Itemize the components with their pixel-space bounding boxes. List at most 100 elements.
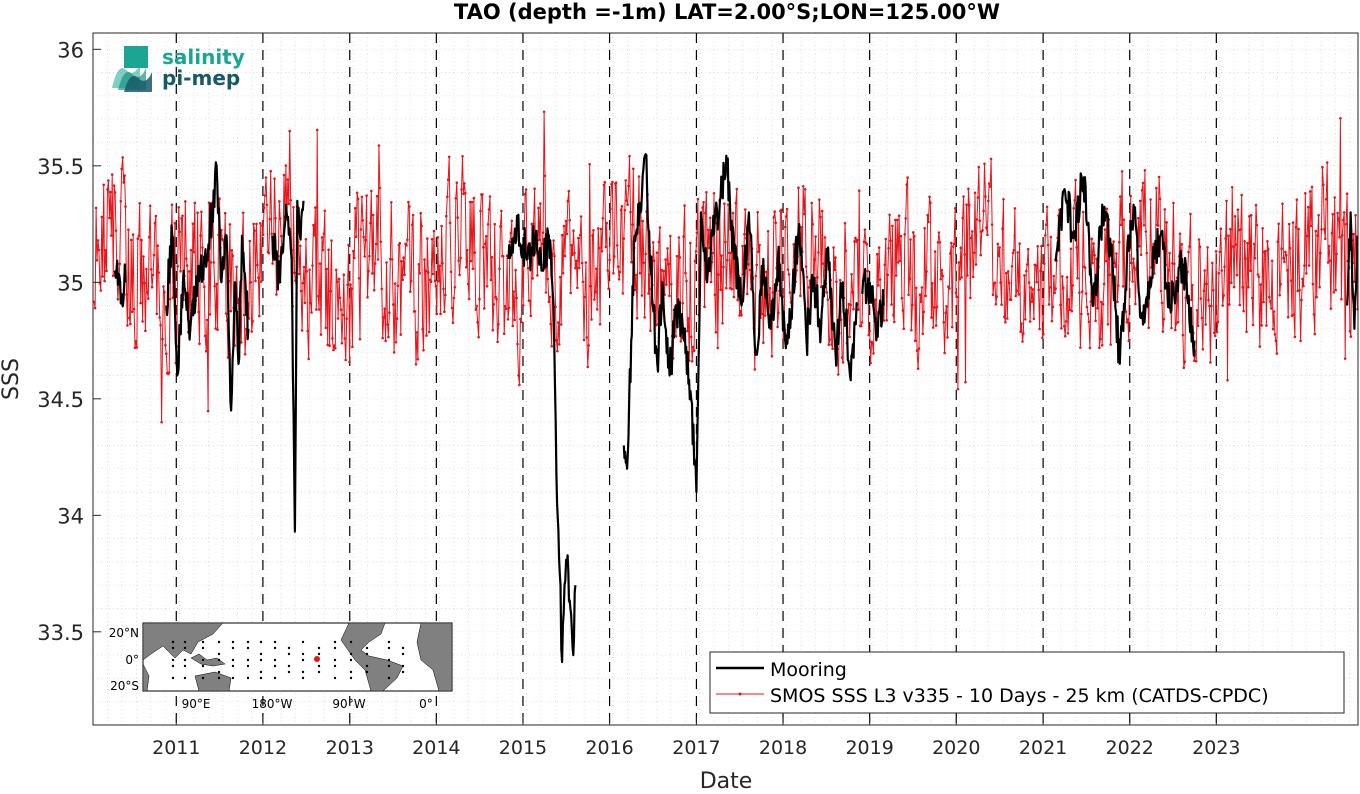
data-point-smos (355, 191, 359, 195)
data-point-smos (843, 221, 847, 225)
data-point-smos (640, 294, 644, 297)
data-point-smos (138, 202, 141, 205)
data-point-smos (102, 183, 105, 187)
data-point-smos (906, 176, 909, 179)
data-point-smos (887, 246, 890, 250)
data-point-smos (670, 283, 673, 286)
data-point-smos (1269, 307, 1273, 310)
data-point-smos (419, 211, 423, 215)
data-point-smos (547, 300, 551, 304)
data-point-smos (348, 360, 351, 364)
data-point-smos (580, 261, 584, 265)
data-point-smos (1194, 359, 1198, 363)
data-point-smos (987, 182, 991, 185)
data-point-smos (1287, 222, 1291, 226)
data-point-smos (1106, 323, 1110, 326)
data-point-smos (550, 344, 553, 348)
data-point-smos (96, 239, 100, 242)
data-point-smos (1299, 339, 1302, 343)
data-point-smos (1156, 224, 1160, 227)
data-point-smos (1204, 323, 1207, 326)
data-point-smos (933, 250, 937, 253)
data-point-smos (1302, 284, 1305, 288)
data-point-smos (153, 221, 157, 225)
data-point-smos (554, 305, 557, 309)
data-point-smos (739, 309, 742, 313)
data-point-smos (949, 252, 952, 255)
data-point-smos (282, 173, 286, 177)
data-point-smos (589, 284, 592, 288)
data-point-smos (1249, 213, 1253, 217)
data-point-smos (955, 295, 959, 299)
series-line-mooring (113, 259, 127, 308)
data-point-smos (208, 313, 212, 316)
data-point-smos (591, 234, 594, 237)
data-point-smos (1198, 245, 1202, 249)
logo-text-salinity: salinity (162, 45, 245, 69)
data-point-smos (309, 301, 312, 305)
data-point-smos (409, 279, 413, 283)
data-point-smos (253, 229, 256, 232)
data-point-smos (248, 239, 252, 243)
series-line-mooring (622, 153, 859, 494)
data-point-smos (1331, 212, 1335, 216)
inset-land-africa (142, 663, 150, 692)
data-point-smos (1173, 262, 1176, 266)
data-point-smos (502, 332, 506, 336)
data-point-smos (339, 308, 343, 312)
data-point-smos (1030, 300, 1034, 303)
data-point-smos (114, 229, 118, 232)
data-point-smos (218, 197, 221, 200)
data-point-smos (262, 206, 266, 209)
data-point-smos (1190, 298, 1193, 302)
data-point-smos (192, 250, 196, 254)
data-point-smos (780, 208, 783, 212)
data-point-smos (325, 267, 329, 271)
data-point-smos (212, 261, 216, 264)
data-point-smos (1294, 225, 1298, 229)
data-point-smos (704, 211, 707, 215)
data-point-smos (820, 209, 824, 213)
data-point-smos (125, 293, 128, 296)
data-point-smos (391, 303, 395, 306)
data-point-smos (1295, 198, 1299, 201)
data-point-smos (127, 228, 130, 231)
data-point-smos (883, 263, 887, 267)
inset-mooring-dot (349, 658, 353, 662)
data-point-smos (620, 204, 624, 208)
data-point-smos (1191, 283, 1194, 287)
data-point-smos (899, 234, 903, 238)
data-point-smos (353, 206, 357, 210)
data-point-smos (929, 201, 932, 205)
data-point-smos (383, 307, 386, 311)
data-point-smos (1064, 320, 1068, 323)
data-point-smos (1081, 290, 1084, 294)
data-point-smos (1224, 237, 1227, 240)
data-point-smos (112, 184, 116, 187)
inset-mooring-dot (317, 646, 321, 650)
legend-label-smos: SMOS SSS L3 v335 - 10 Days - 25 km (CATD… (770, 685, 1269, 707)
data-point-smos (770, 354, 774, 358)
data-point-smos (322, 232, 326, 236)
data-point-smos (197, 310, 200, 314)
data-point-smos (496, 340, 499, 344)
data-point-smos (189, 248, 193, 252)
data-point-smos (561, 271, 565, 275)
inset-mooring-dot (171, 664, 175, 668)
inset-mooring-dot (183, 676, 187, 680)
data-point-smos (1308, 190, 1312, 193)
data-point-smos (1108, 273, 1112, 277)
data-point-smos (1144, 230, 1148, 233)
data-point-smos (495, 297, 498, 301)
data-point-smos (1196, 324, 1200, 328)
inset-lon-label-180w: 180°W (252, 697, 293, 711)
inset-location-marker (314, 656, 320, 662)
y-tick-label: 36 (57, 38, 84, 62)
data-point-smos (1268, 295, 1271, 299)
data-point-smos (455, 181, 459, 184)
data-point-smos (565, 232, 569, 236)
data-point-smos (270, 232, 274, 236)
data-point-smos (833, 268, 836, 272)
data-point-smos (1280, 247, 1283, 250)
data-point-smos (327, 248, 330, 251)
